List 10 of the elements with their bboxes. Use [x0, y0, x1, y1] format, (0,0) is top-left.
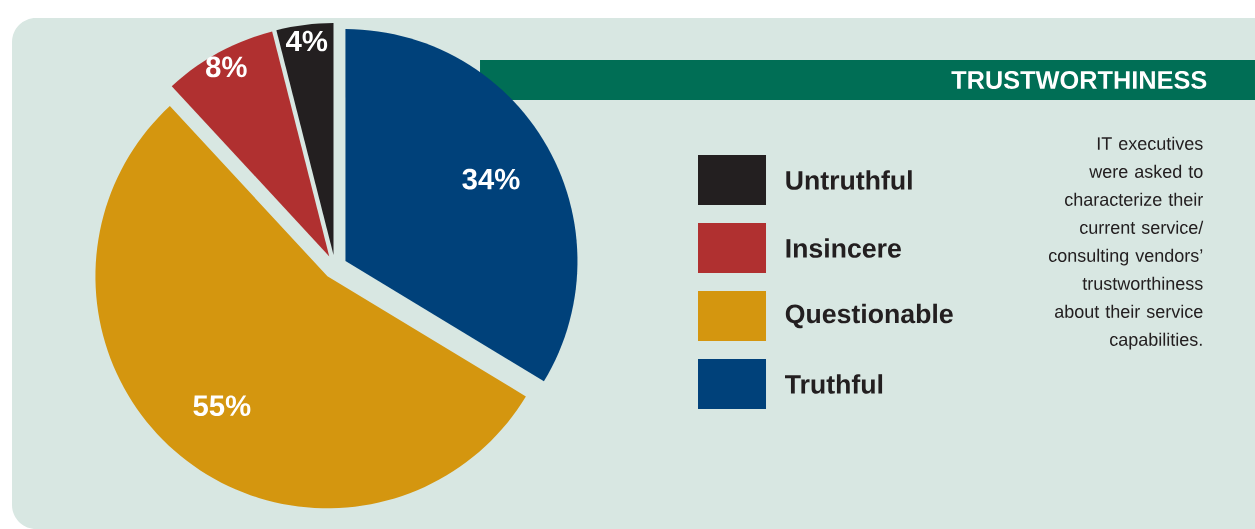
data-label: 8%: [206, 56, 247, 78]
text: TRUSTWORTHINESS: [951, 71, 1207, 89]
legend-label: Truthful: [785, 374, 883, 394]
legend-label: Insincere: [786, 238, 901, 258]
text: IT executives were asked to characterize their current service/ consulting vendors’ trustworthiness about their service capabilities.: [1048, 136, 1204, 350]
data-label: 4%: [285, 30, 328, 52]
legend-label: Questionable: [785, 303, 953, 329]
legend-label: Untruthful: [786, 170, 912, 190]
data-label: 55%: [193, 395, 251, 417]
data-label: 34%: [462, 168, 520, 190]
